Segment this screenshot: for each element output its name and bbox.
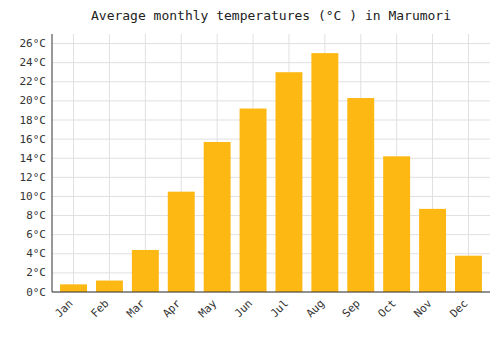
y-tick-label: 6°C [26, 228, 46, 241]
y-grid-line [52, 196, 490, 197]
x-tick-label: Jul [268, 297, 291, 320]
bar [168, 192, 195, 292]
bar [96, 281, 123, 292]
bar [311, 53, 338, 292]
y-grid-line [52, 158, 490, 159]
y-grid-line [52, 62, 490, 63]
x-tick-label: Oct [376, 297, 399, 320]
x-tick-label: Mar [124, 297, 148, 321]
bars [60, 53, 482, 292]
bar [60, 284, 87, 292]
x-axis-line [52, 292, 490, 293]
bar [132, 250, 159, 292]
bar [275, 72, 302, 292]
x-grid-line [109, 34, 110, 292]
bar [419, 209, 446, 292]
x-grid-line [73, 34, 74, 292]
bar [347, 98, 374, 292]
x-tick-label: Nov [411, 297, 435, 321]
y-grid-line [52, 177, 490, 178]
title: Average monthly temperatures (°C ) in Ma… [91, 8, 451, 23]
x-tick-label: Jan [52, 297, 75, 320]
y-tick-label: 0°C [26, 286, 46, 299]
y-tick-label: 2°C [26, 266, 46, 279]
y-tick-label: 14°C [20, 152, 47, 165]
chart: Average monthly temperatures (°C ) in Ma… [0, 0, 500, 350]
y-grid-line [52, 43, 490, 44]
background [0, 0, 500, 350]
y-grid-line [52, 139, 490, 140]
y-tick-label: 20°C [20, 94, 47, 107]
y-tick-label: 12°C [20, 171, 47, 184]
y-grid-line [52, 292, 490, 293]
y-tick-label: 18°C [20, 114, 47, 127]
y-tick-label: 10°C [20, 190, 47, 203]
x-tick-label: Apr [160, 297, 184, 321]
bar [383, 156, 410, 292]
x-tick-label: Dec [447, 297, 470, 320]
y-tick-label: 26°C [20, 37, 47, 50]
y-tick-label: 24°C [20, 56, 47, 69]
y-axis-line [52, 34, 53, 292]
x-tick-label: May [196, 297, 220, 321]
bar [455, 256, 482, 292]
x-tick-label: Feb [88, 297, 111, 320]
bar [204, 142, 231, 292]
bar [240, 109, 267, 292]
y-tick-label: 8°C [26, 209, 46, 222]
x-grid-line [468, 34, 469, 292]
x-tick-label: Aug [304, 297, 327, 320]
y-tick-label: 16°C [20, 133, 47, 146]
y-tick-label: 22°C [20, 75, 47, 88]
y-grid-line [52, 120, 490, 121]
x-tick-label: Jun [232, 297, 255, 320]
grid [52, 34, 490, 292]
x-tick-label: Sep [340, 297, 363, 320]
y-tick-label: 4°C [26, 247, 46, 260]
y-grid-line [52, 81, 490, 82]
y-grid-line [52, 100, 490, 101]
